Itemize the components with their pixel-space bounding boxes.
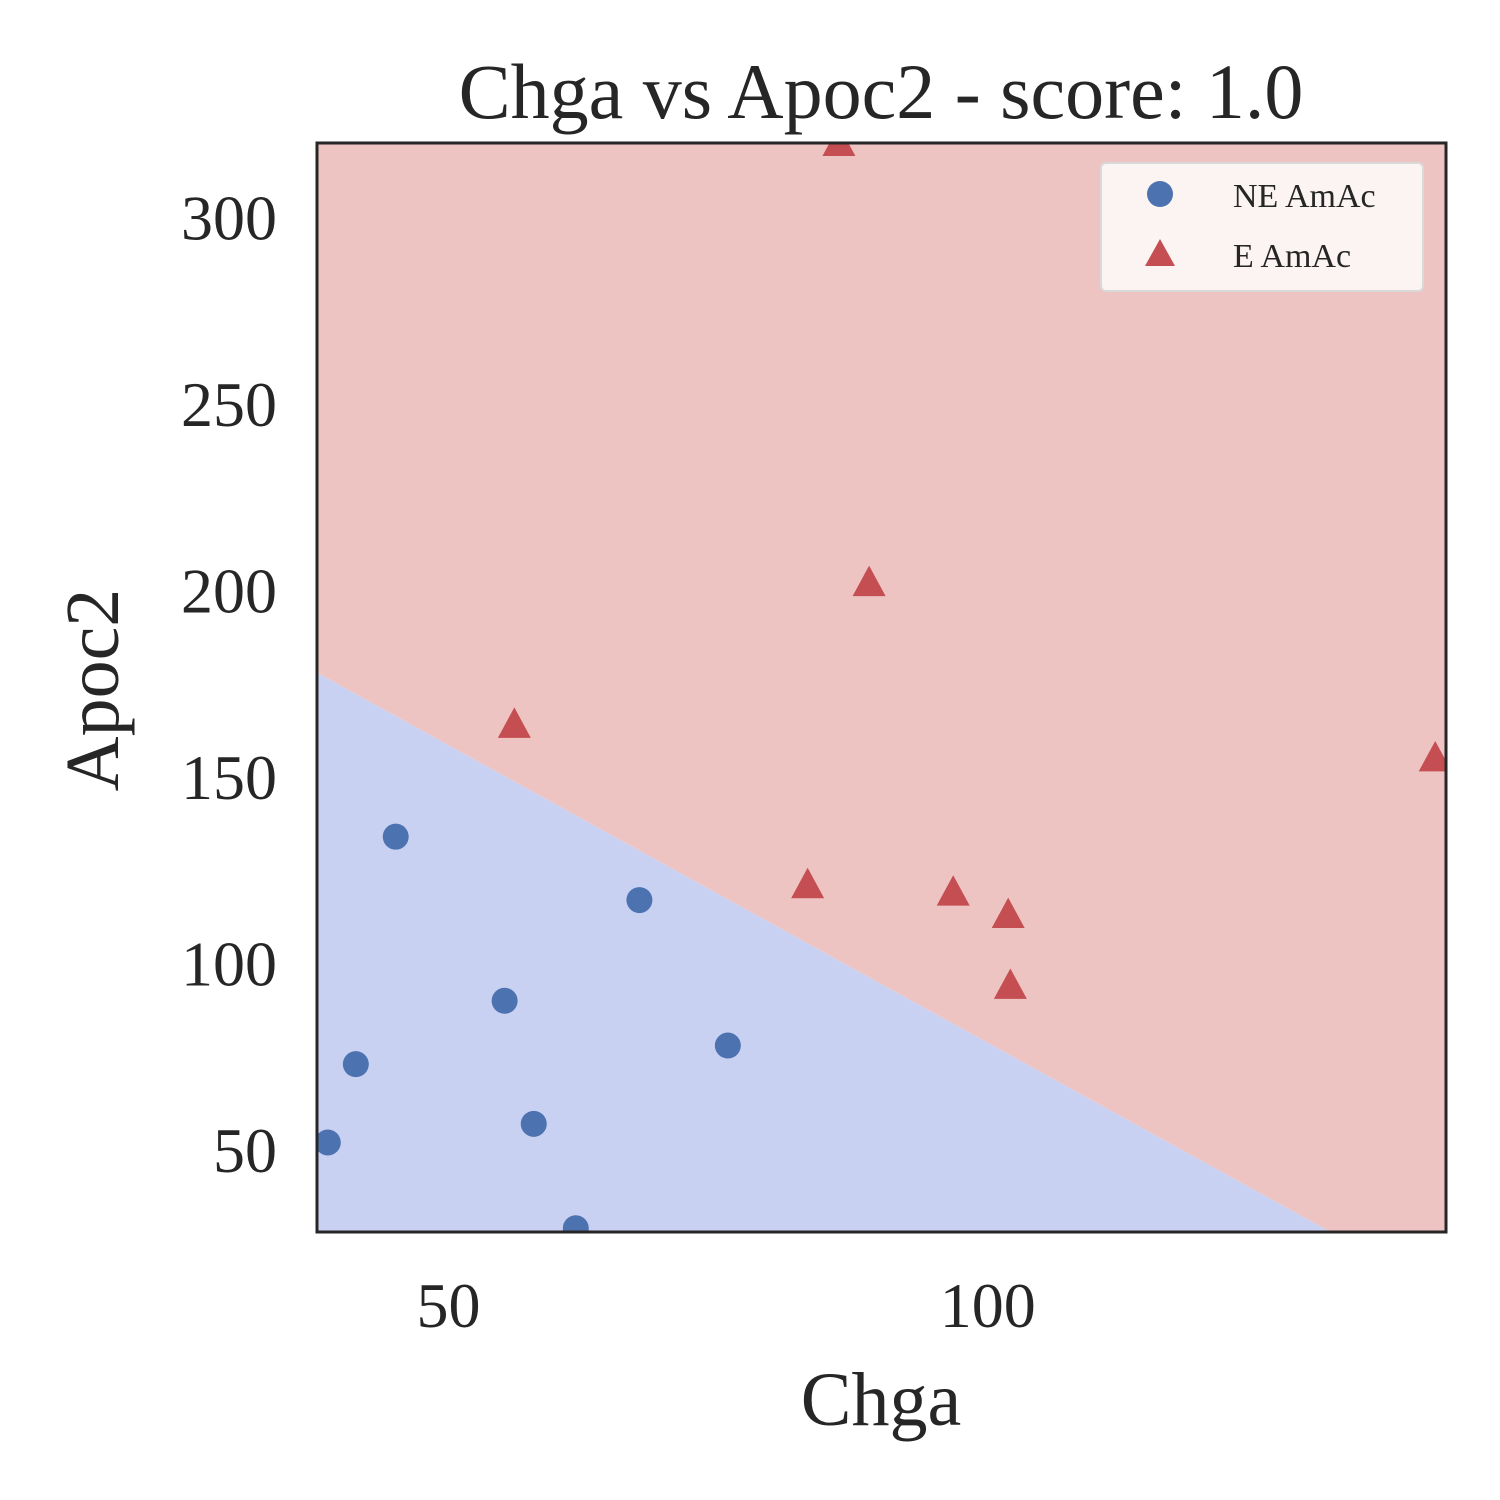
e-amac-point-1 bbox=[822, 143, 856, 157]
e-amac-point-2 bbox=[852, 565, 886, 597]
x-axis-ticks: 50 100 bbox=[417, 1270, 1036, 1341]
x-axis-label: Chga bbox=[801, 1358, 961, 1442]
x-tick-label: 50 bbox=[417, 1270, 481, 1341]
legend-box bbox=[1100, 162, 1424, 292]
decision-region-ne bbox=[317, 672, 1331, 1232]
ne-amac-point-4 bbox=[520, 1110, 547, 1137]
y-tick-label: 300 bbox=[181, 183, 277, 254]
legend-ne-marker bbox=[1147, 181, 1173, 207]
chart-title: Chga vs Apoc2 - score: 1.0 bbox=[459, 48, 1304, 135]
y-tick-label: 50 bbox=[213, 1115, 277, 1186]
e-amac-point-5 bbox=[991, 897, 1025, 929]
x-tick-label: 100 bbox=[940, 1270, 1036, 1341]
ne-amac-point-2 bbox=[382, 823, 409, 850]
legend-ne-label: NE AmAc bbox=[1233, 178, 1376, 215]
y-tick-label: 100 bbox=[181, 928, 277, 999]
y-tick-label: 250 bbox=[181, 369, 277, 440]
e-amac-point-7 bbox=[1418, 740, 1446, 772]
ne-amac-point-1 bbox=[342, 1051, 369, 1078]
ne-amac-point-0 bbox=[317, 1129, 341, 1156]
e-amac-point-6 bbox=[993, 968, 1027, 999]
plot-area bbox=[315, 141, 1448, 1234]
y-axis-ticks: 50 100 150 200 250 300 bbox=[181, 183, 277, 1186]
e-amac-point-3 bbox=[791, 867, 825, 899]
y-tick-label: 200 bbox=[181, 556, 277, 627]
legend: NE AmAc E AmAc bbox=[1100, 162, 1424, 292]
legend-e-label: E AmAc bbox=[1233, 238, 1351, 275]
ne-amac-point-6 bbox=[626, 887, 653, 914]
y-axis-label: Apoc2 bbox=[51, 589, 135, 792]
points-layer bbox=[317, 143, 1446, 1232]
legend-e-marker bbox=[1145, 239, 1175, 266]
y-tick-label: 150 bbox=[181, 742, 277, 813]
e-amac-point-4 bbox=[936, 875, 970, 906]
decision-region-e bbox=[317, 143, 1446, 1232]
ne-amac-point-7 bbox=[714, 1032, 741, 1059]
e-amac-point-0 bbox=[497, 707, 531, 738]
ne-amac-point-3 bbox=[491, 987, 518, 1014]
ne-amac-point-5 bbox=[562, 1215, 589, 1232]
plot-frame bbox=[315, 141, 1448, 1234]
